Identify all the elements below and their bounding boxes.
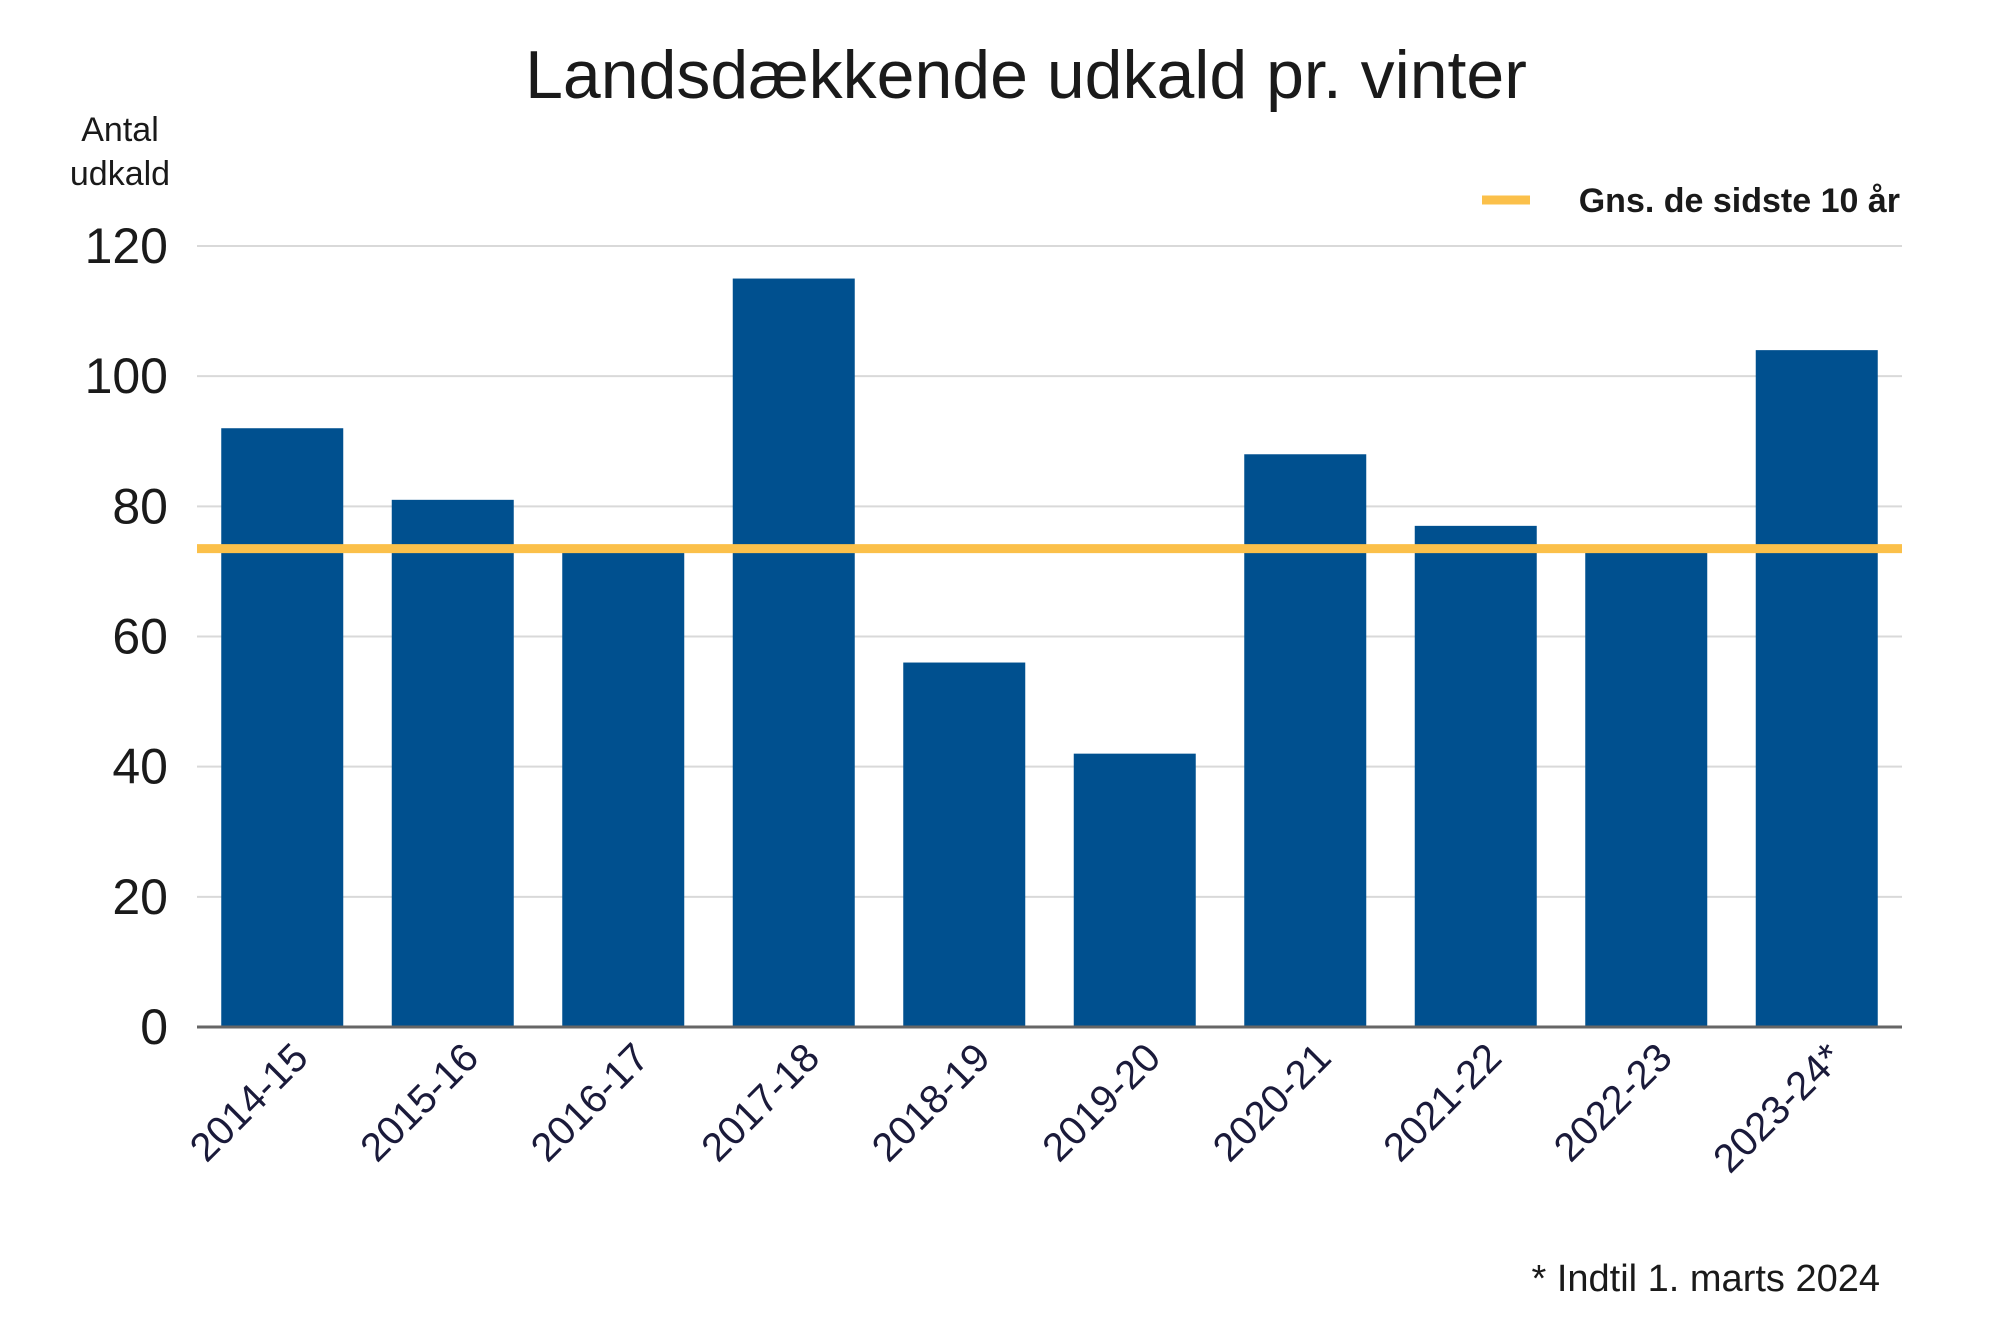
- bar-2016-17: [562, 551, 685, 1027]
- x-tick-label: 2020-21: [1205, 1035, 1340, 1170]
- y-axis-label-line: udkald: [69, 155, 171, 193]
- x-tick-label: 2016-17: [523, 1035, 658, 1170]
- bar-2014-15: [221, 428, 344, 1027]
- bar-2023-24*: [1755, 350, 1878, 1028]
- x-tick-label: 2022-23: [1546, 1035, 1681, 1170]
- legend-label: Gns. de sidste 10 år: [1579, 182, 1900, 220]
- y-tick-label: 100: [85, 348, 168, 404]
- footnote: * Indtil 1. marts 2024: [1531, 1258, 1880, 1300]
- bar-2020-21: [1244, 454, 1367, 1027]
- y-tick-label: 20: [112, 869, 168, 925]
- y-tick-label: 60: [112, 609, 168, 665]
- y-tick-label: 40: [112, 739, 168, 795]
- y-axis-label: Antal udkald: [60, 108, 180, 196]
- x-tick-label: 2019-20: [1034, 1035, 1169, 1170]
- x-tick-label: 2017-18: [693, 1035, 828, 1170]
- y-tick-label: 0: [140, 999, 168, 1055]
- bar-2022-23: [1585, 551, 1708, 1027]
- x-tick-label: 2021-22: [1375, 1035, 1510, 1170]
- x-tick-label: 2023-24*: [1705, 1035, 1851, 1181]
- bar-2015-16: [391, 499, 514, 1027]
- bar-2017-18: [732, 278, 855, 1028]
- y-tick-label: 80: [112, 478, 168, 534]
- bar-2019-20: [1073, 753, 1196, 1027]
- chart-title: Landsdækkende udkald pr. vinter: [525, 37, 1527, 113]
- bar-2021-22: [1414, 525, 1537, 1027]
- x-tick-label: 2015-16: [352, 1035, 487, 1170]
- bar-2018-19: [903, 662, 1026, 1027]
- y-axis-label-line: Antal: [81, 111, 159, 149]
- x-tick-label: 2018-19: [864, 1035, 999, 1170]
- x-tick-label: 2014-15: [182, 1035, 317, 1170]
- y-tick-label: 120: [85, 218, 168, 274]
